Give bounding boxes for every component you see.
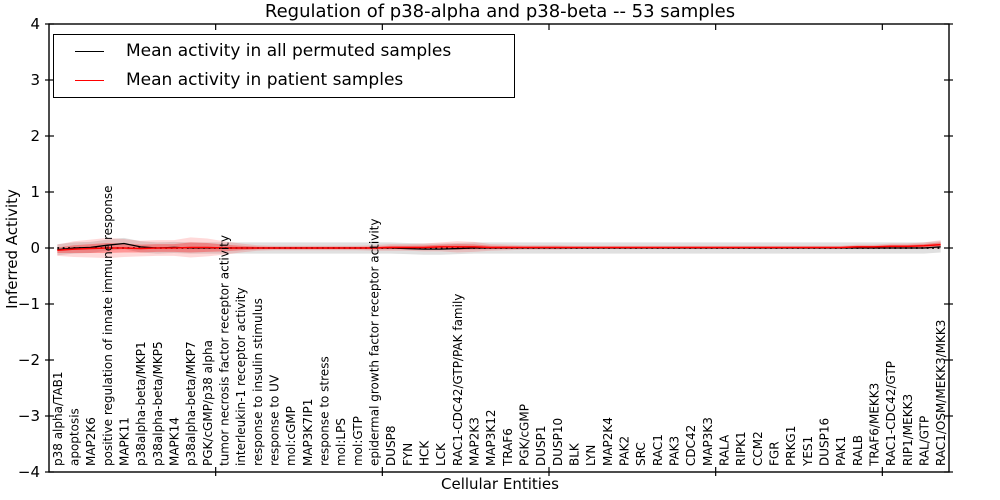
x-tick-label: MAP2K6 (84, 417, 98, 466)
x-tick-label: interleukin-1 receptor activity (234, 287, 248, 466)
x-tick-label: RAL/GTP (918, 416, 932, 466)
x-tick-label: RAC1-CDC42/GTP/PAK family (451, 294, 465, 466)
x-tick-label: positive regulation of innate immune res… (101, 186, 115, 466)
y-tick-label: −4 (18, 463, 40, 481)
legend-label-permuted: Mean activity in all permuted samples (126, 41, 452, 61)
x-tick-label: RIP1/MEKK3 (901, 394, 915, 466)
x-tick-label: FYN (401, 443, 415, 466)
x-tick-label: response to stress (318, 356, 332, 466)
x-tick-label: DUSP10 (551, 418, 565, 466)
x-tick-label: FGR (768, 441, 782, 466)
x-tick-label: apoptosis (68, 408, 82, 466)
x-tick-label: MAPK14 (168, 417, 182, 466)
x-tick-label: DUSP16 (818, 418, 832, 466)
x-tick-label: p38alpha-beta/MKP1 (134, 341, 148, 466)
x-tick-label: MAPK11 (118, 417, 132, 466)
x-tick-label: PAK3 (668, 436, 682, 466)
x-tick-label: CDC42 (684, 425, 698, 466)
legend-line-sample-red (75, 80, 104, 81)
x-tick-label: PAK2 (618, 436, 632, 466)
y-tick-label: −2 (18, 351, 40, 369)
x-tick-label: MAP2K3 (468, 417, 482, 466)
x-tick-label: TRAF6 (501, 428, 515, 467)
y-tick-label: 2 (30, 127, 40, 145)
x-tick-label: mol:cGMP (284, 406, 298, 466)
permuted-std-band (57, 237, 941, 256)
x-tick-label: LYN (584, 445, 598, 466)
x-tick-label: PRKG1 (784, 426, 798, 466)
y-tick-label: 4 (30, 15, 40, 33)
y-tick-label: −3 (18, 407, 40, 425)
y-tick-label: 0 (30, 239, 40, 257)
x-tick-label: p38 alpha/TAB1 (51, 372, 65, 466)
y-tick-label: 1 (30, 183, 40, 201)
legend-line-sample-black (75, 51, 104, 52)
x-tick-label: mol:LPS (334, 418, 348, 466)
x-tick-label: MAP2K4 (601, 417, 615, 466)
x-tick-label: RALA (718, 434, 732, 466)
x-tick-label: YES1 (801, 436, 815, 467)
y-tick-label: −1 (18, 295, 40, 313)
x-axis-label: Cellular Entities (441, 475, 559, 493)
x-tick-label: RALB (851, 435, 865, 466)
x-tick-label: RAC1-CDC42/GTP (884, 361, 898, 466)
x-tick-label: HCK (418, 440, 432, 466)
chart-title: Regulation of p38-alpha and p38-beta -- … (264, 1, 736, 22)
x-tick-label: DUSP1 (534, 425, 548, 466)
x-tick-label: RAC1/OSM/MEKK3/MKK3 (934, 320, 948, 466)
x-tick-label: PAK1 (834, 436, 848, 466)
x-tick-label: PGK/cGMP (518, 404, 532, 466)
x-tick-label: LCK (434, 442, 448, 466)
x-tick-label: response to insulin stimulus (251, 298, 265, 466)
x-tick-label: p38alpha-beta/MKP5 (151, 341, 165, 466)
x-tick-label: BLK (568, 442, 582, 466)
x-tick-label: response to UV (268, 374, 282, 466)
x-tick-label: epidermal growth factor receptor activit… (368, 219, 382, 466)
x-tick-label: TRAF6/MEKK3 (868, 383, 882, 467)
x-tick-label: MAP3K3 (701, 417, 715, 466)
patient-mean-line (57, 243, 941, 251)
legend-item-permuted: Mean activity in all permuted samples (54, 37, 514, 66)
x-tick-label: CCM2 (751, 431, 765, 466)
y-tick-label: 3 (30, 71, 40, 89)
x-tick-label: MAP3K7IP1 (301, 399, 315, 466)
x-tick-label: PGK/cGMP/p38 alpha (201, 340, 215, 466)
legend: Mean activity in all permuted samples Me… (53, 34, 515, 98)
x-tick-label: DUSP8 (384, 425, 398, 466)
x-tick-label: RAC1 (651, 434, 665, 466)
legend-item-patient: Mean activity in patient samples (54, 66, 514, 95)
x-tick-label: p38alpha-beta/MKP7 (184, 341, 198, 466)
legend-label-patient: Mean activity in patient samples (126, 70, 404, 90)
x-tick-label: RIPK1 (734, 431, 748, 466)
x-tick-label: tumor necrosis factor receptor activity (218, 235, 232, 466)
x-tick-label: mol:GTP (351, 416, 365, 466)
x-tick-label: MAP3K12 (484, 409, 498, 466)
x-tick-label: SRC (634, 442, 648, 466)
